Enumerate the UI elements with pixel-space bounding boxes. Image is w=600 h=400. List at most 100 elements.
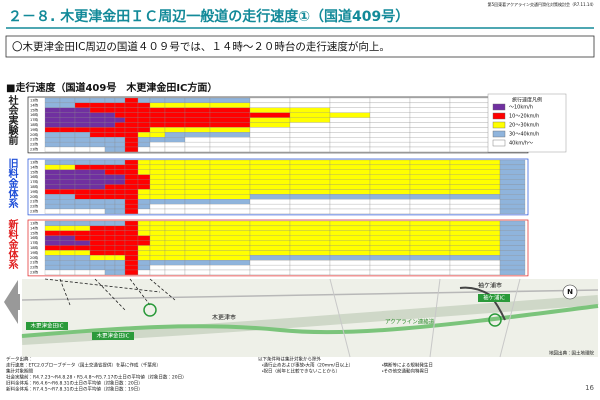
- speed-cell: [499, 250, 526, 256]
- speed-cell: [104, 179, 116, 185]
- note-line: ・横断等による規制発生日: [382, 362, 433, 369]
- speed-cell: [44, 260, 61, 266]
- speed-cell: [149, 264, 166, 271]
- speed-cell: [44, 102, 61, 108]
- hour-label: 23時: [30, 146, 38, 151]
- speed-cell: [289, 179, 331, 185]
- speed-cell: [449, 159, 501, 166]
- speed-cell: [249, 184, 291, 190]
- group-label: 旧料金体系: [6, 158, 19, 209]
- speed-cell: [184, 203, 211, 210]
- speed-cell: [209, 260, 251, 266]
- hour-label: 14時: [30, 164, 38, 169]
- speed-cell: [59, 127, 76, 133]
- speed-cell: [329, 174, 371, 180]
- speed-cell: [137, 112, 151, 118]
- speed-cell: [124, 174, 139, 180]
- speed-cell: [184, 122, 211, 128]
- speed-cell: [289, 245, 331, 251]
- speed-cell: [59, 132, 76, 138]
- summary-box: [5, 35, 595, 58]
- speed-cell: [329, 235, 371, 241]
- speed-cell: [59, 194, 76, 200]
- speed-cell: [59, 203, 76, 210]
- speed-cell: [44, 184, 61, 190]
- speed-cell: [499, 159, 526, 166]
- speed-cell: [289, 260, 331, 266]
- speed-cell: [89, 220, 106, 227]
- speed-cell: [449, 184, 501, 190]
- speed-cell: [149, 132, 166, 138]
- speed-cell: [164, 141, 186, 148]
- speed-cell: [209, 102, 251, 108]
- speed-cell: [209, 194, 251, 200]
- speed-cell: [114, 132, 126, 138]
- speed-cell: [114, 169, 126, 175]
- hour-label: 17時: [30, 117, 38, 122]
- compass-label: N: [567, 288, 573, 296]
- speed-cell: [409, 159, 451, 166]
- speed-cell: [124, 240, 139, 246]
- speed-cell: [44, 208, 61, 215]
- speed-cell: [449, 199, 501, 205]
- speed-cell: [124, 122, 139, 128]
- speed-cell: [289, 220, 331, 227]
- speed-cell: [289, 97, 331, 104]
- hour-label: 20時: [30, 132, 38, 137]
- speed-cell: [209, 127, 251, 133]
- speed-cell: [137, 250, 151, 256]
- speed-cell: [89, 107, 106, 113]
- speed-cell: [409, 122, 451, 128]
- speed-cell: [89, 250, 106, 256]
- speed-cell: [59, 141, 76, 148]
- speed-cell: [137, 122, 151, 128]
- group-label: 社会実験前: [6, 94, 19, 146]
- speed-cell: [124, 189, 139, 195]
- speed-cell: [499, 199, 526, 205]
- speed-cell: [104, 97, 116, 104]
- speed-cell: [289, 117, 331, 123]
- speed-cell: [104, 235, 116, 241]
- speed-cell: [124, 230, 139, 236]
- ic-symbol: [143, 303, 157, 317]
- speed-cell: [74, 117, 91, 123]
- speed-cell: [249, 269, 291, 276]
- speed-cell: [114, 184, 126, 190]
- speed-cell: [209, 97, 251, 104]
- speed-cell: [104, 117, 116, 123]
- speed-cell: [289, 184, 331, 190]
- speed-cell: [499, 194, 526, 200]
- speed-cell: [289, 203, 331, 210]
- speed-cell: [249, 164, 291, 170]
- speed-cell: [44, 169, 61, 175]
- speed-cell: [44, 269, 61, 276]
- speed-cell: [137, 264, 151, 271]
- speed-cell: [369, 240, 411, 246]
- speed-cell: [249, 199, 291, 205]
- compass: [562, 284, 578, 300]
- ic-label: 木更津金田IC: [97, 332, 130, 340]
- speed-cell: [209, 112, 251, 118]
- speed-cell: [104, 122, 116, 128]
- speed-cell: [44, 203, 61, 210]
- speed-cell: [44, 159, 61, 166]
- speed-cell: [149, 189, 166, 195]
- map-road: [21, 289, 599, 301]
- speed-cell: [149, 255, 166, 261]
- speed-cell: [137, 107, 151, 113]
- legend-label: ～10km/h: [509, 105, 533, 111]
- speed-cell: [114, 189, 126, 195]
- speed-cell: [329, 132, 371, 138]
- hour-label: 21時: [30, 260, 38, 265]
- speed-cell: [59, 240, 76, 246]
- speed-cell: [249, 250, 291, 256]
- speed-cell: [89, 164, 106, 170]
- speed-cell: [89, 117, 106, 123]
- speed-cell: [499, 189, 526, 195]
- speed-cell: [104, 199, 116, 205]
- speed-cell: [184, 127, 211, 133]
- speed-cell: [74, 112, 91, 118]
- speed-cell: [137, 194, 151, 200]
- speed-cell: [164, 264, 186, 271]
- speed-cell: [114, 102, 126, 108]
